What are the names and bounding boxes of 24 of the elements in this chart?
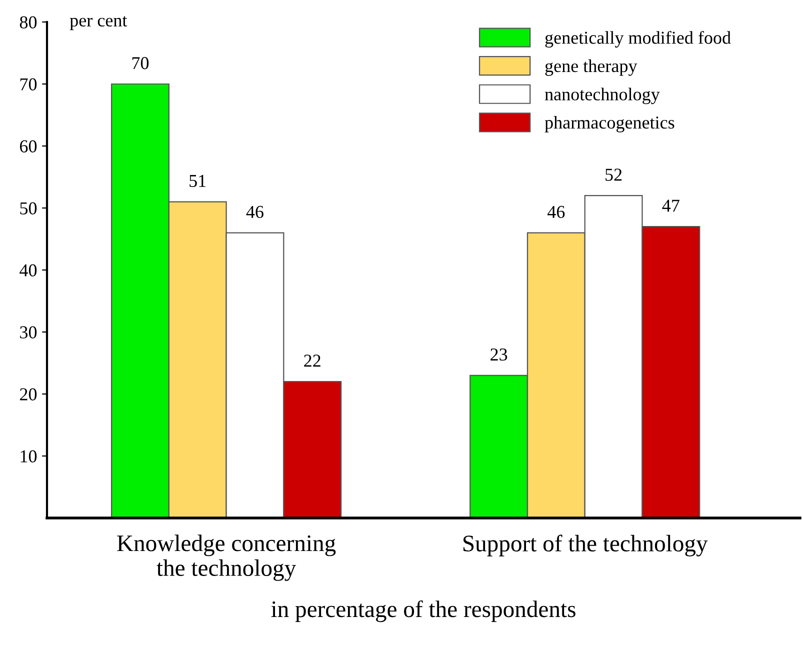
y-tick-label: 30 <box>20 326 37 338</box>
y-tick-label: 40 <box>20 264 37 276</box>
x-tick-label: Support of the technology <box>463 534 708 556</box>
y-tick-label: 20 <box>20 388 37 400</box>
y-tick-label: 60 <box>20 140 37 152</box>
data-label: 46 <box>246 206 264 218</box>
data-label: 47 <box>662 200 680 212</box>
legend-label: nanotechnology <box>544 88 660 104</box>
y-tick-label: 70 <box>20 78 37 90</box>
legend-label: gene therapy <box>545 59 638 76</box>
y-tick-label: 50 <box>20 202 37 214</box>
data-label: 51 <box>190 174 206 188</box>
data-label: 70 <box>132 57 149 70</box>
y-tick-label: 80 <box>20 16 37 28</box>
data-label: 46 <box>547 206 565 218</box>
y-tick-label: 10 <box>20 450 37 462</box>
y-axis-title: per cent <box>70 16 128 30</box>
legend-label: pharmacogenetics <box>544 116 674 132</box>
data-label: 52 <box>606 168 622 181</box>
data-label: 22 <box>304 354 320 367</box>
x-axis-title: in percentage of the respondents <box>271 600 576 622</box>
x-tick-label: Knowledge concerning the technology <box>117 534 336 581</box>
data-label: 23 <box>490 348 508 361</box>
legend-label: genetically modified food <box>545 30 731 48</box>
